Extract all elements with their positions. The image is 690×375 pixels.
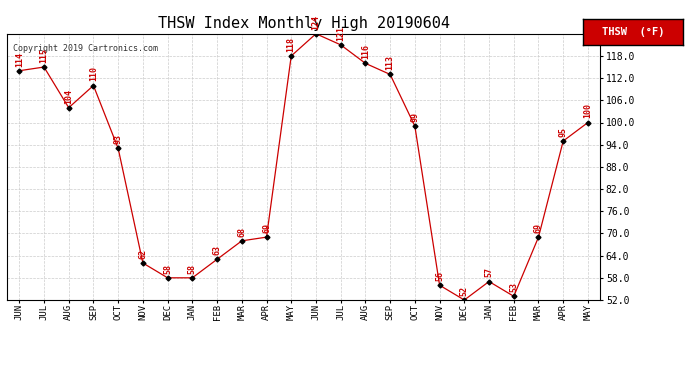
Text: 121: 121 [336,26,345,40]
Text: 93: 93 [114,134,123,144]
Text: 69: 69 [534,223,543,233]
Text: 114: 114 [14,51,23,66]
Text: 95: 95 [559,127,568,137]
Text: 58: 58 [163,264,172,274]
Text: 53: 53 [509,282,518,292]
Text: 58: 58 [188,264,197,274]
Text: 68: 68 [237,226,246,237]
Text: 124: 124 [311,15,320,30]
Text: 113: 113 [386,55,395,70]
Text: 56: 56 [435,271,444,281]
Text: 99: 99 [411,112,420,122]
Text: 63: 63 [213,245,221,255]
Text: 110: 110 [89,66,98,81]
Text: 69: 69 [262,223,271,233]
Text: THSW  (°F): THSW (°F) [602,27,664,37]
Text: Copyright 2019 Cartronics.com: Copyright 2019 Cartronics.com [13,44,158,53]
Text: 52: 52 [460,286,469,296]
Text: 57: 57 [484,267,493,278]
Title: THSW Index Monthly High 20190604: THSW Index Monthly High 20190604 [157,16,450,31]
Text: 116: 116 [361,44,370,59]
Text: 115: 115 [39,48,48,63]
Text: 100: 100 [584,104,593,118]
Text: 62: 62 [139,249,148,259]
Text: 118: 118 [287,37,296,52]
Text: 104: 104 [64,88,73,104]
